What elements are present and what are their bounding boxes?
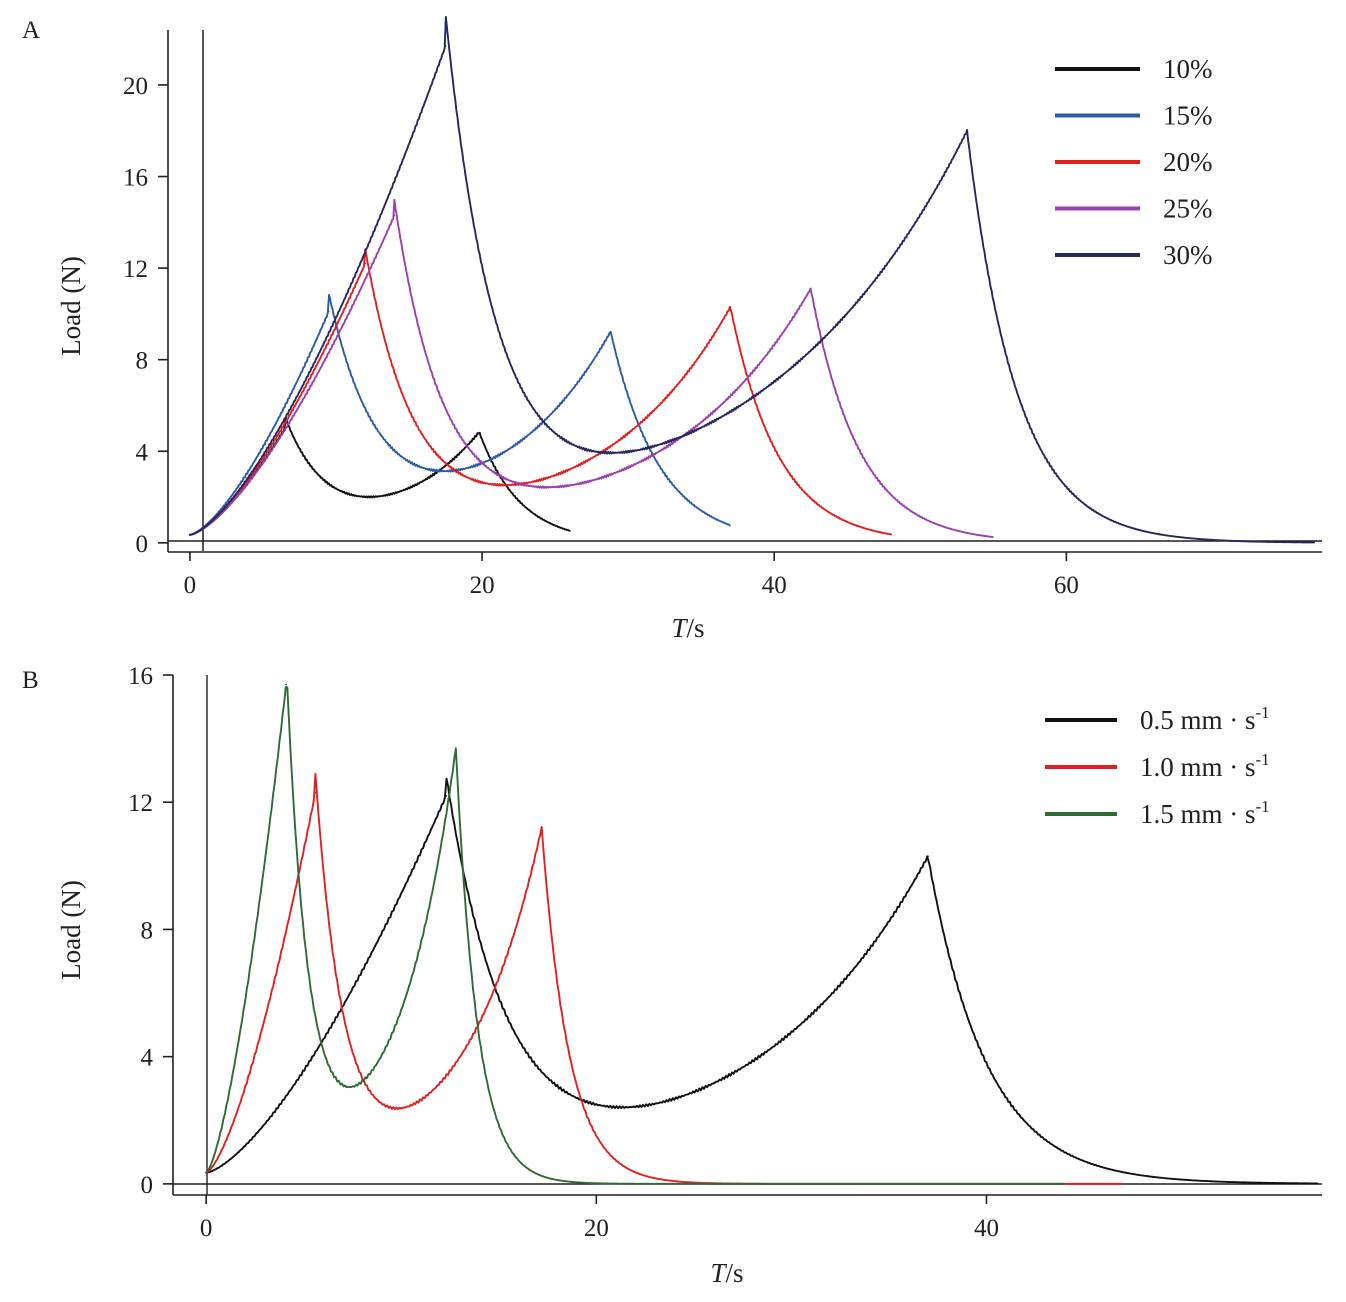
y-tick-label: 16 [128,663,153,690]
series-4-peak-2 [809,287,812,290]
x-tick-label: 20 [470,572,495,599]
x-tick-label: 40 [762,572,787,599]
y-tick-label: 12 [128,790,153,817]
y-tick-label: 4 [141,1045,154,1072]
series-line-3 [205,686,1066,1185]
panel-b-label: B [22,667,39,694]
series-2-peak-2 [540,826,543,829]
legend-label-text: 20% [1163,147,1213,177]
series-3-peak-2 [454,747,457,750]
panel-a: A 0 4 8 12 16 20 0 20 40 60 Load (N) T/s 10% 15% 2… [22,16,1322,643]
y-tick-label: 8 [136,348,149,375]
panel-b-y-ticks: 0 4 8 12 16 [128,663,173,1199]
panel-b-x-label: T/s [710,1258,743,1288]
panel-b-x-label-unit: /s [726,1258,744,1288]
legend-label: 0.5 mm · s-1 [1140,703,1270,735]
legend-label: 1.0 mm · s-1 [1140,750,1270,782]
y-tick-label: 0 [141,1172,154,1199]
series-line-1 [205,777,1319,1185]
series-4-peak-1 [393,214,396,217]
legend-label-text: 1.0 mm · s [1140,752,1256,782]
panel-a-series [188,16,1316,544]
series-3-peak-1 [285,683,288,686]
legend-label-text: 30% [1163,240,1213,270]
series-line-2 [205,772,1124,1185]
legend-label: 1.5 mm · s-1 [1140,797,1270,829]
panel-a-x-label-unit: /s [687,613,705,643]
series-1-peak-1 [445,794,448,797]
x-tick-label: 0 [200,1215,213,1242]
series-2-peak-1 [327,310,330,313]
x-tick-label: 60 [1054,572,1079,599]
series-2-peak-1 [314,791,317,794]
panel-a-y-ticks: 0 4 8 12 16 20 [123,73,168,558]
y-tick-label: 8 [141,917,154,944]
series-3-peak-2 [729,306,732,308]
panel-b-series [205,683,1319,1185]
series-line-1 [188,418,571,536]
legend-label-text: 25% [1163,194,1213,224]
series-5-peak-1 [444,45,447,47]
legend-label-superscript: -1 [1256,750,1270,769]
legend-label-text: 0.5 mm · s [1140,705,1256,735]
panel-a-legend: 10% 15% 20% 25% 30% [1055,54,1213,270]
x-tick-label: 0 [184,572,197,599]
series-line-2 [188,294,731,536]
panel-b-x-label-var: T [710,1258,727,1288]
series-1-peak-2 [478,432,481,434]
y-tick-label: 4 [136,439,149,466]
series-line-4 [188,198,994,538]
y-tick-label: 12 [123,256,148,283]
y-tick-label: 20 [123,73,148,100]
legend-label-text: 10% [1163,54,1213,84]
series-1-peak-2 [927,855,929,858]
legend-label: 30% [1163,240,1213,270]
series-3-peak-1 [364,262,367,265]
series-2-peak-2 [609,331,612,334]
panel-a-label: A [22,17,40,44]
panel-a-x-label-var: T [671,613,688,643]
legend-label-superscript: -1 [1256,797,1270,816]
legend-label: 25% [1163,194,1213,224]
series-line-3 [188,248,893,536]
legend-label: 20% [1163,147,1213,177]
legend-label-text: 15% [1163,101,1213,131]
panel-a-y-label: Load (N) [56,256,86,356]
series-5-peak-2 [966,129,968,132]
panel-a-x-ticks: 0 20 40 60 [184,552,1079,599]
x-tick-label: 20 [584,1215,609,1242]
y-tick-label: 16 [123,165,148,192]
legend-label-text: 1.5 mm · s [1140,799,1256,829]
legend-label: 10% [1163,54,1213,84]
series-line-5 [188,16,1316,544]
y-tick-label: 0 [136,531,149,558]
panel-b-x-ticks: 0 20 40 [200,1195,999,1242]
legend-label: 15% [1163,101,1213,131]
panel-b-y-label: Load (N) [56,880,86,980]
panel-b-legend: 0.5 mm · s-11.0 mm · s-11.5 mm · s-1 [1045,703,1270,829]
panel-a-x-label: T/s [671,613,704,643]
legend-label-superscript: -1 [1256,703,1270,722]
x-tick-label: 40 [974,1215,999,1242]
